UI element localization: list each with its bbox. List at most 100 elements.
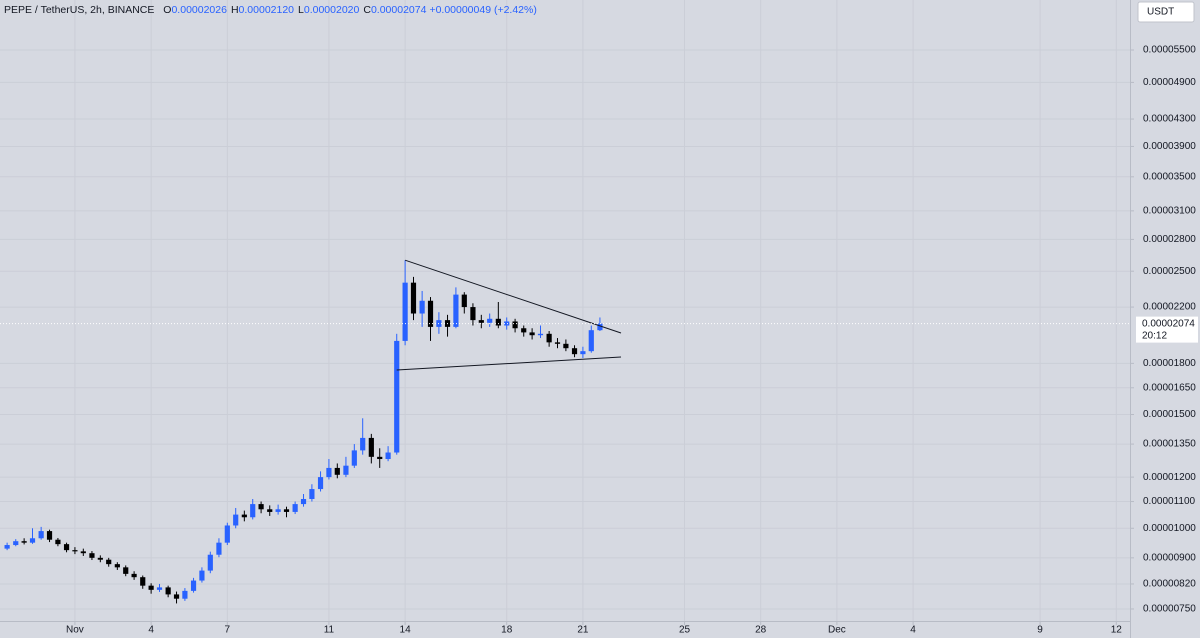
last-price-label: 0.00002074 (1142, 318, 1195, 329)
y-tick-label: 0.00003100 (1143, 205, 1196, 216)
y-tick-label: 0.00003900 (1143, 141, 1196, 152)
y-tick-label: 0.00000900 (1143, 552, 1196, 563)
candle-body (394, 340, 400, 453)
x-tick-label: 7 (225, 625, 231, 636)
candle-body (173, 594, 180, 599)
y-tick-label: 0.00004900 (1143, 77, 1196, 88)
ohlc-value: 0.00002120 (239, 4, 295, 16)
candle-body (597, 323, 603, 331)
candle-body (72, 550, 78, 552)
candle-body (29, 538, 36, 543)
countdown: 20:12 (1142, 330, 1167, 341)
candle-body (38, 531, 44, 539)
candle-body (89, 553, 95, 558)
candle-body (156, 587, 163, 590)
candle-body (368, 437, 374, 457)
x-tick-label: Nov (66, 625, 84, 636)
ohlc-name: L (298, 4, 304, 16)
trendline (396, 356, 622, 371)
candle-body (55, 539, 61, 545)
y-tick-label: 0.00002200 (1143, 302, 1196, 313)
candle-body (546, 333, 552, 343)
candle-body (521, 328, 527, 333)
candle-body (588, 330, 594, 352)
y-tick-label: 0.00001350 (1143, 439, 1196, 450)
y-tick-label: 0.00001100 (1143, 496, 1196, 507)
candle-body (529, 332, 535, 336)
x-tick-label: 21 (577, 625, 589, 636)
candle-body (283, 509, 290, 512)
candle-body (258, 504, 264, 510)
candle-body (114, 564, 120, 568)
candle-body (351, 450, 357, 466)
candle-body (224, 525, 230, 543)
legend-header: PEPE / TetherUS, 2h, BINANCE O0.00002026… (4, 4, 537, 16)
candle-body (571, 348, 578, 355)
y-tick-label: 0.00002800 (1143, 234, 1196, 245)
x-tick-label: 18 (501, 625, 513, 636)
candle-body (402, 282, 408, 341)
y-tick-label: 0.00000750 (1143, 604, 1196, 615)
candle-body (207, 554, 213, 571)
candle-body (275, 509, 281, 512)
candle-body (80, 551, 86, 554)
y-tick-label: 0.00001000 (1143, 523, 1196, 534)
x-tick-label: Dec (828, 625, 846, 636)
candle-body (106, 559, 112, 565)
candle-body (504, 321, 510, 326)
candle-body (580, 351, 586, 355)
candle-body (216, 542, 222, 555)
x-tick-label: 4 (148, 625, 154, 636)
y-tick-label: 0.00001200 (1143, 472, 1196, 483)
candle-body (46, 531, 53, 540)
x-tick-label: 12 (1111, 625, 1123, 636)
candle-body (300, 498, 307, 505)
candle-body (267, 509, 273, 512)
candle-body (317, 477, 324, 490)
candle-body (97, 557, 103, 560)
currency-button[interactable] (1137, 1, 1195, 23)
candle-body (419, 300, 425, 314)
y-tick-label: 0.00001500 (1143, 409, 1196, 420)
candle-body (140, 577, 146, 586)
x-tick-label: 14 (400, 625, 412, 636)
x-tick-label: 4 (910, 625, 916, 636)
change: +0.00000049 (+2.42%) (429, 4, 536, 16)
y-tick-label: 0.00002500 (1143, 266, 1196, 277)
x-tick-label: 28 (755, 625, 767, 636)
candle-body (427, 300, 434, 327)
candle-body (292, 504, 298, 512)
candle-body (377, 456, 383, 460)
candle-body (326, 467, 332, 478)
candle-body (537, 333, 544, 336)
y-tick-label: 0.00000820 (1143, 579, 1196, 590)
candle-body (13, 541, 19, 546)
candle-body (410, 282, 417, 314)
ohlc-value: 0.00002026 (171, 4, 227, 16)
candle-body (165, 587, 171, 595)
candle-body (21, 541, 27, 543)
symbol: PEPE / TetherUS, 2h, BINANCE (4, 4, 154, 16)
x-tick-label: 25 (679, 625, 691, 636)
ohlc-value: 0.00002074 (371, 4, 427, 16)
candle-body (461, 294, 467, 308)
candle-body (360, 437, 366, 451)
candle-body (241, 514, 247, 518)
ohlc-name: O (163, 4, 171, 16)
candle-body (470, 307, 476, 321)
candle-body (131, 573, 137, 578)
ohlc-name: C (363, 4, 371, 16)
trendline (404, 259, 622, 334)
candle-body (190, 580, 197, 591)
candle-body (233, 514, 239, 526)
candle-body (334, 467, 340, 475)
currency-label[interactable]: USDT (1147, 7, 1174, 18)
y-tick-label: 0.00003500 (1143, 171, 1196, 182)
candle-body (512, 321, 518, 329)
ohlc-name: H (231, 4, 239, 16)
candle-body (453, 294, 459, 327)
candle-body (250, 504, 256, 518)
candle-body (182, 590, 188, 599)
last-price-box (1136, 316, 1198, 343)
